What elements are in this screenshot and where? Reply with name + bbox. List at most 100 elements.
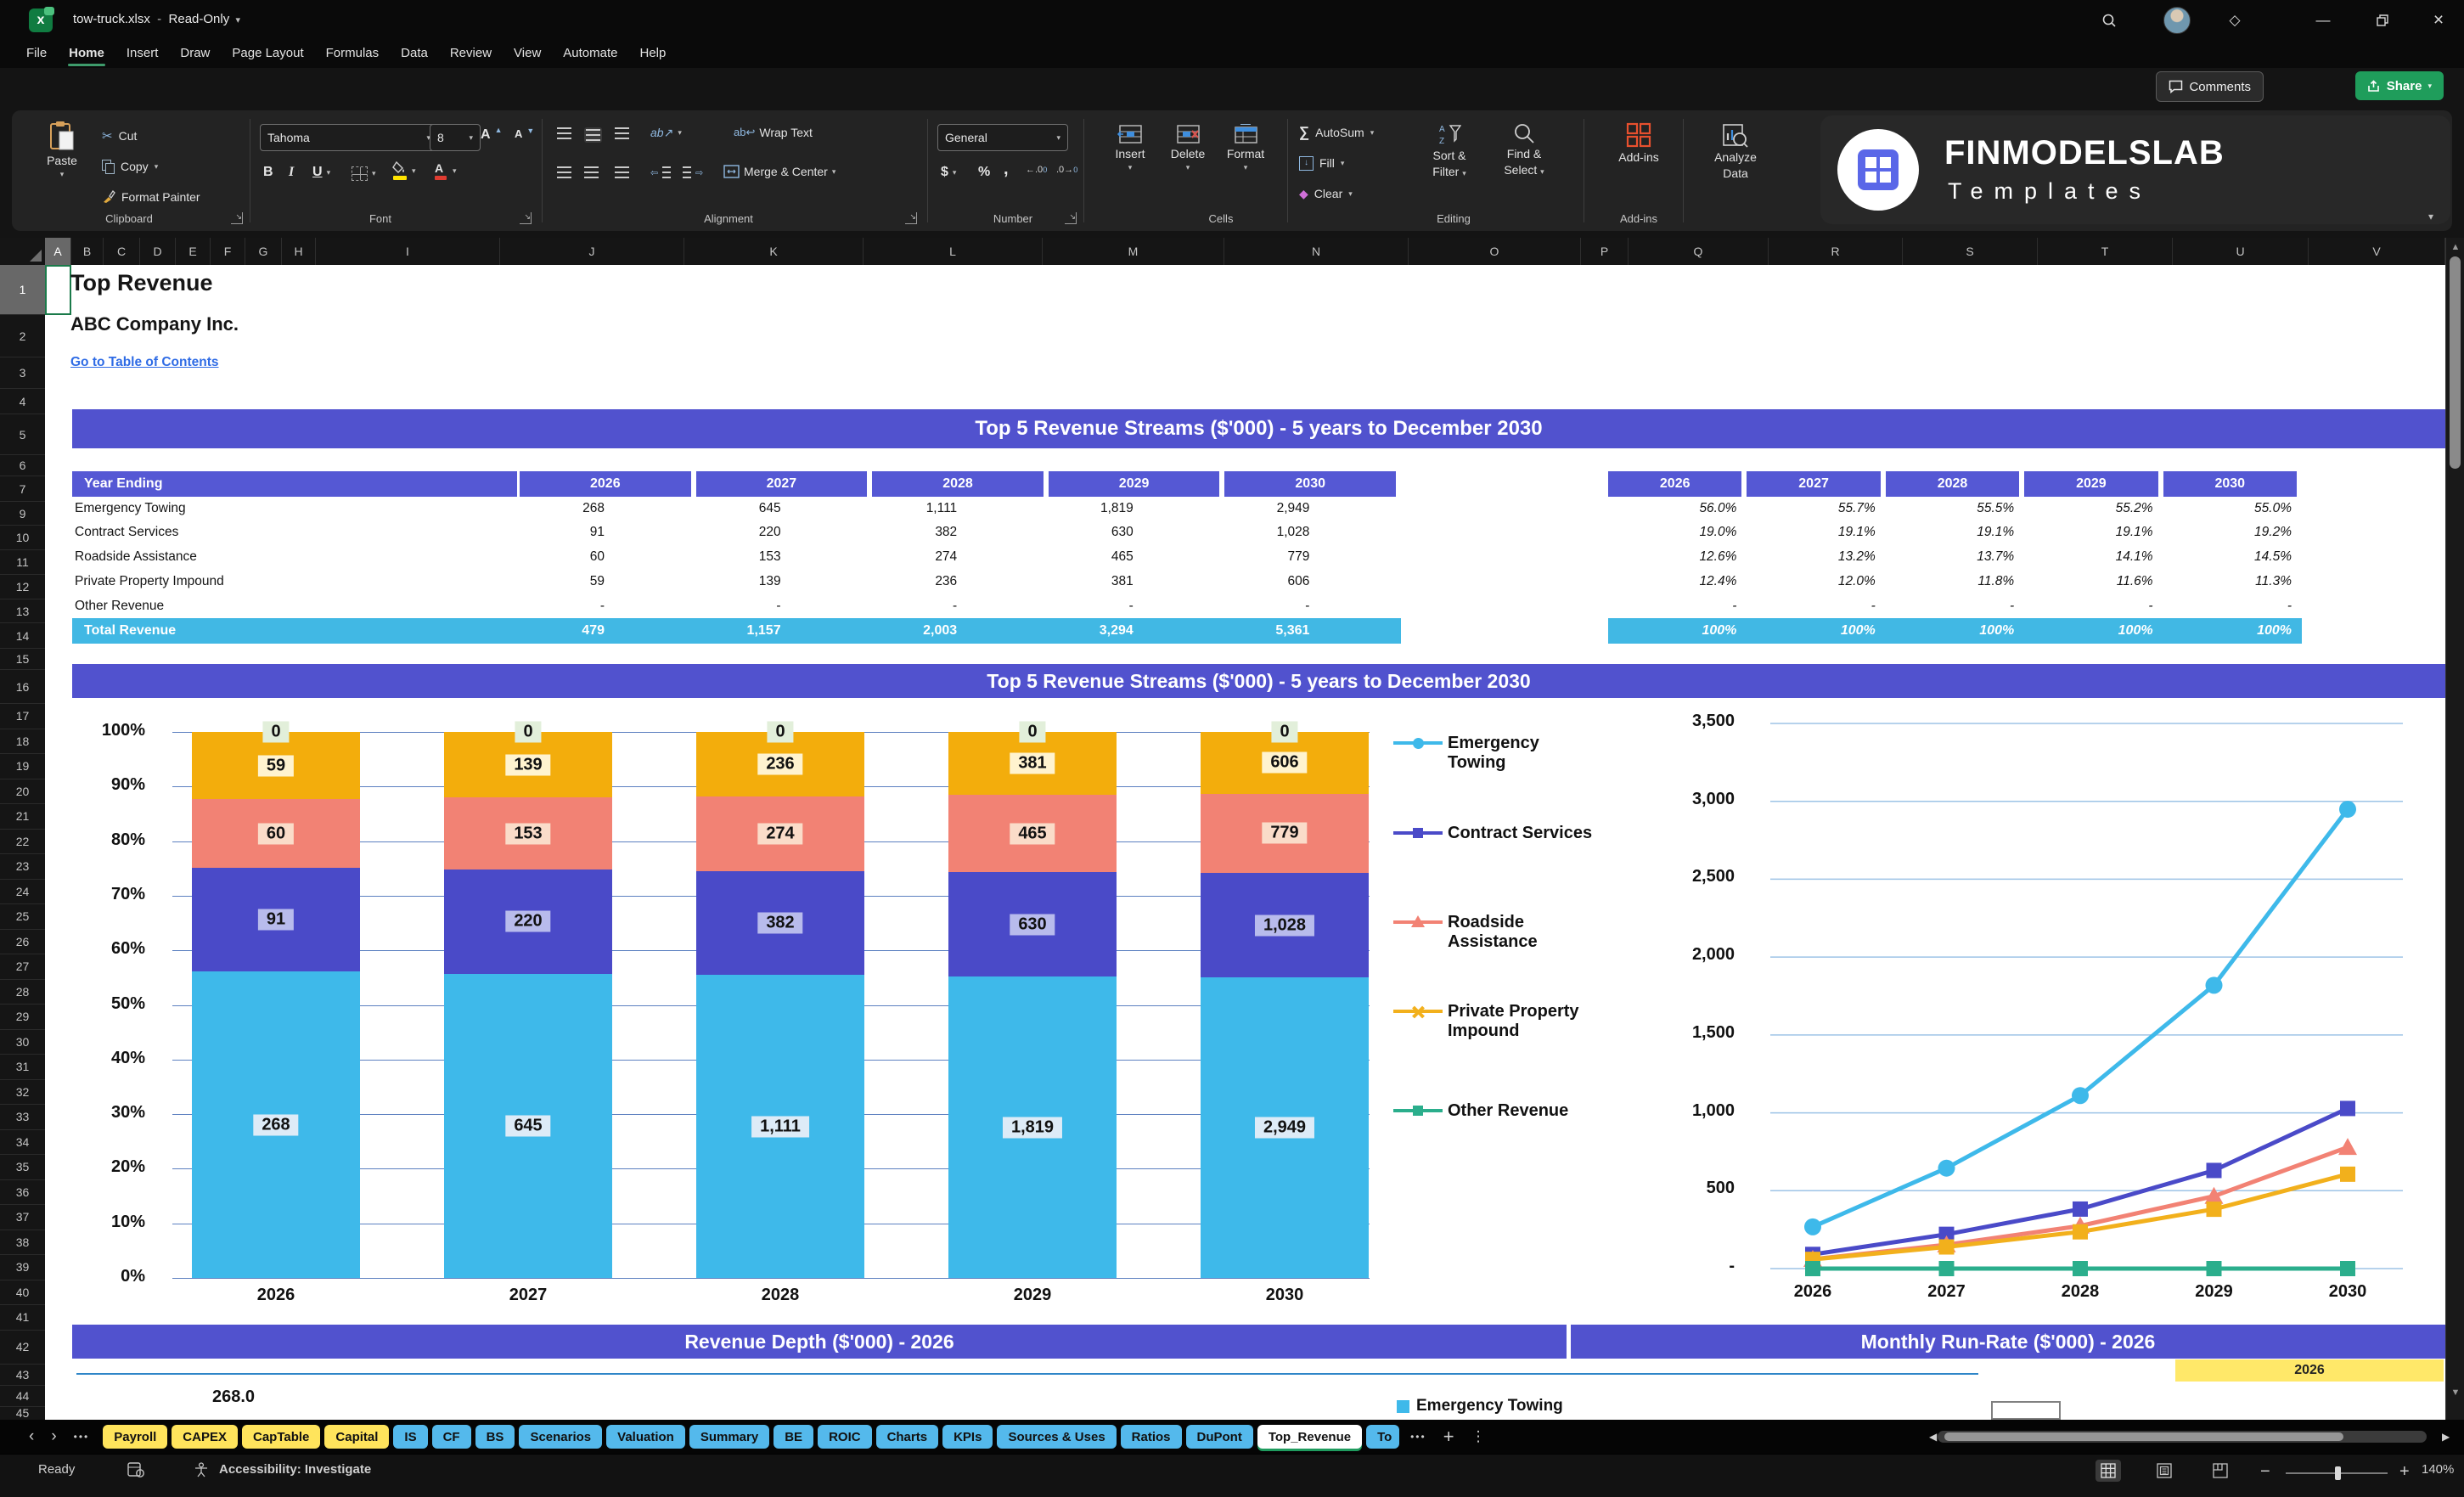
align-top-button[interactable] (557, 127, 571, 139)
sheet-tab-is[interactable]: IS (393, 1425, 428, 1449)
cut-button[interactable]: ✂ Cut (102, 129, 138, 144)
revenue-header-year-2026[interactable]: 2026 (520, 471, 694, 497)
toc-link[interactable]: Go to Table of Contents (70, 355, 219, 369)
column-header-R[interactable]: R (1769, 238, 1903, 265)
revenue-cell[interactable]: 1,819 (1100, 501, 1134, 515)
hscroll-left-icon[interactable]: ◀ (1929, 1431, 1938, 1443)
revenue-cell[interactable]: 153 (758, 549, 781, 564)
mix-cell[interactable]: 55.5% (1977, 501, 2015, 515)
autosum-button[interactable]: ∑ AutoSum ▾ (1299, 124, 1375, 140)
mix-header-year-2030[interactable]: 2030 (2163, 471, 2299, 497)
row-header-3[interactable]: 3 (0, 357, 45, 389)
revenue-header-year-2029[interactable]: 2029 (1048, 471, 1223, 497)
revenue-cell[interactable]: 268 (582, 501, 605, 515)
page-title[interactable]: Top Revenue (70, 270, 213, 295)
merge-center-button[interactable]: Merge & Center ▾ (723, 165, 835, 178)
column-header-P[interactable]: P (1581, 238, 1629, 265)
ribbon-tab-help[interactable]: Help (639, 46, 667, 60)
minimize-button[interactable]: — (2315, 12, 2331, 28)
zoom-slider-thumb[interactable] (2335, 1466, 2341, 1480)
revenue-cell[interactable]: - (599, 599, 605, 613)
mix-cell[interactable]: 11.6% (2116, 574, 2153, 588)
column-header-B[interactable]: B (71, 238, 104, 265)
revenue-cell[interactable]: 382 (935, 525, 958, 539)
mix-cell[interactable]: 55.2% (2115, 501, 2153, 515)
tabs-more-icon[interactable]: ••• (73, 1431, 90, 1443)
font-size-select[interactable]: 8 ▾ (430, 124, 481, 151)
sheet-tab-ratios[interactable]: Ratios (1120, 1425, 1182, 1449)
decrease-indent-button[interactable]: ⇦ (650, 166, 672, 178)
align-center-button[interactable] (584, 166, 599, 178)
mix-cell[interactable]: - (2010, 599, 2015, 613)
comments-button[interactable]: Comments (2156, 71, 2264, 102)
ribbon-tab-file[interactable]: File (26, 46, 48, 60)
row-header-41[interactable]: 41 (0, 1305, 45, 1331)
mix-cell[interactable]: 12.0% (1837, 574, 1876, 588)
clear-button[interactable]: ◆ Clear ▾ (1299, 186, 1353, 201)
align-bottom-button[interactable] (615, 127, 629, 139)
format-painter-button[interactable]: Format Painter (102, 185, 200, 209)
mix-cell[interactable]: 14.5% (2254, 549, 2292, 564)
column-header-F[interactable]: F (211, 238, 245, 265)
row-header-27[interactable]: 27 (0, 954, 45, 980)
insert-cells-button[interactable]: Insert ▾ (1104, 124, 1156, 172)
revenue-cell[interactable]: 381 (1111, 574, 1134, 588)
ribbon-tab-automate[interactable]: Automate (563, 46, 618, 60)
row-header-23[interactable]: 23 (0, 854, 45, 880)
row-header-22[interactable]: 22 (0, 830, 45, 854)
sheet-grid[interactable]: Top Revenue ABC Company Inc. Go to Table… (45, 265, 2445, 1420)
increase-indent-button[interactable]: ⇨ (683, 166, 703, 178)
row-header-15[interactable]: 15 (0, 649, 45, 670)
revenue-cell[interactable]: 1,028 (1276, 525, 1310, 539)
scroll-up-icon[interactable]: ▲ (2450, 242, 2461, 252)
sheet-tab-to[interactable]: To (1366, 1425, 1400, 1449)
page-break-view-button[interactable] (2208, 1460, 2233, 1482)
mix-cell[interactable]: - (1871, 599, 1876, 613)
mix-cell[interactable]: 12.6% (1699, 549, 1737, 564)
align-middle-button[interactable] (584, 127, 602, 143)
alignment-dialog-launcher[interactable]: ↘ (905, 212, 917, 224)
revenue-header-year-2028[interactable]: 2028 (872, 471, 1046, 497)
row-header-19[interactable]: 19 (0, 754, 45, 779)
accounting-format-button[interactable]: $ ▾ (941, 165, 957, 179)
sheet-tab-be[interactable]: BE (774, 1425, 814, 1449)
decrease-font-button[interactable]: A ▼ (515, 126, 535, 141)
row-header-9[interactable]: 9 (0, 502, 45, 526)
column-header-D[interactable]: D (140, 238, 176, 265)
revenue-cell[interactable]: - (953, 599, 958, 613)
revenue-cell[interactable]: 274 (935, 549, 958, 564)
sheet-tab-charts[interactable]: Charts (875, 1425, 939, 1449)
row-header-17[interactable]: 17 (0, 704, 45, 729)
ribbon-tab-draw[interactable]: Draw (180, 46, 211, 60)
delete-cells-button[interactable]: Delete ▾ (1162, 124, 1214, 172)
row-header-2[interactable]: 2 (0, 315, 45, 357)
mix-cell[interactable]: 19.1% (1837, 525, 1876, 539)
mix-cell[interactable]: - (1732, 599, 1737, 613)
row-header-39[interactable]: 39 (0, 1255, 45, 1280)
bold-button[interactable]: B (263, 165, 273, 179)
avatar[interactable] (2163, 7, 2191, 34)
vertical-scroll-thumb[interactable] (2450, 256, 2461, 469)
row-header-26[interactable]: 26 (0, 930, 45, 954)
column-header-I[interactable]: I (316, 238, 500, 265)
revenue-cell[interactable]: - (1128, 599, 1134, 613)
sheet-tab-captable[interactable]: CapTable (241, 1425, 321, 1449)
sheet-tab-kpis[interactable]: KPIs (942, 1425, 993, 1449)
row-header-25[interactable]: 25 (0, 904, 45, 930)
revenue-cell[interactable]: 60 (589, 549, 605, 564)
collapse-ribbon-chevron-icon[interactable]: ▾ (2428, 211, 2434, 222)
revenue-cell[interactable]: 139 (758, 574, 781, 588)
revenue-row-label[interactable]: Contract Services (75, 525, 179, 539)
sheet-tab-capex[interactable]: CAPEX (172, 1425, 238, 1449)
row-header-29[interactable]: 29 (0, 1005, 45, 1030)
row-header-10[interactable]: 10 (0, 526, 45, 550)
revenue-cell[interactable]: - (776, 599, 781, 613)
revenue-row-label[interactable]: Private Property Impound (75, 574, 224, 588)
column-header-L[interactable]: L (864, 238, 1043, 265)
revenue-row-label[interactable]: Other Revenue (75, 599, 165, 613)
banner-monthly-runrate[interactable]: Monthly Run-Rate ($'000) - 2026 (1571, 1325, 2445, 1359)
row-header-32[interactable]: 32 (0, 1080, 45, 1105)
zoom-level[interactable]: 140% (2422, 1462, 2455, 1477)
analyze-data-button[interactable]: Analyze Data (1696, 122, 1775, 180)
